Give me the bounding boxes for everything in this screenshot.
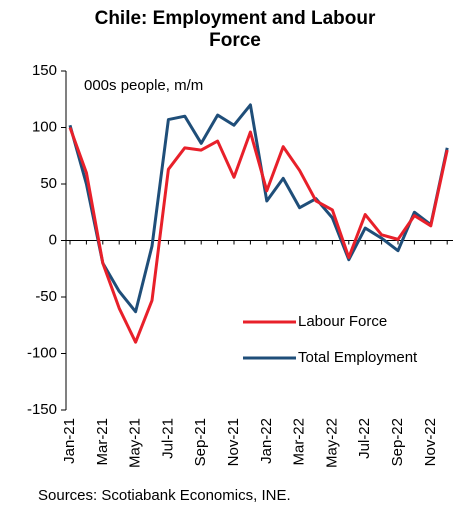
x-tick-label: May-21	[127, 418, 144, 468]
x-tick-label: Nov-21	[225, 418, 242, 466]
x-tick-label: Sep-22	[389, 418, 406, 466]
y-tick-label: 0	[49, 231, 57, 248]
x-tick-label: Jan-21	[61, 418, 78, 464]
x-tick-label: Jul-21	[159, 418, 176, 459]
y-tick-label: -150	[27, 401, 57, 418]
y-tick-label: -50	[35, 288, 57, 305]
legend-label: Labour Force	[298, 313, 387, 330]
y-tick-label: -100	[27, 344, 57, 361]
chart-title: Chile: Employment and Labour Force	[94, 8, 376, 51]
legend-label: Total Employment	[298, 349, 418, 366]
subtitle: 000s people, m/m	[84, 77, 203, 94]
series-line	[68, 126, 449, 344]
x-tick-label: Sep-21	[192, 418, 209, 466]
x-tick-label: Mar-22	[291, 418, 308, 466]
y-tick-label: 150	[32, 62, 57, 79]
source: Sources: Scotiabank Economics, INE.	[38, 487, 291, 504]
x-tick-label: May-22	[323, 418, 340, 468]
series-line	[68, 103, 449, 314]
x-tick-label: Mar-21	[94, 418, 111, 466]
y-tick-label: 100	[32, 118, 57, 135]
x-tick-label: Nov-22	[422, 418, 439, 466]
x-tick-label: Jan-22	[258, 418, 275, 464]
y-tick-label: 50	[40, 175, 57, 192]
x-tick-label: Jul-22	[356, 418, 373, 459]
